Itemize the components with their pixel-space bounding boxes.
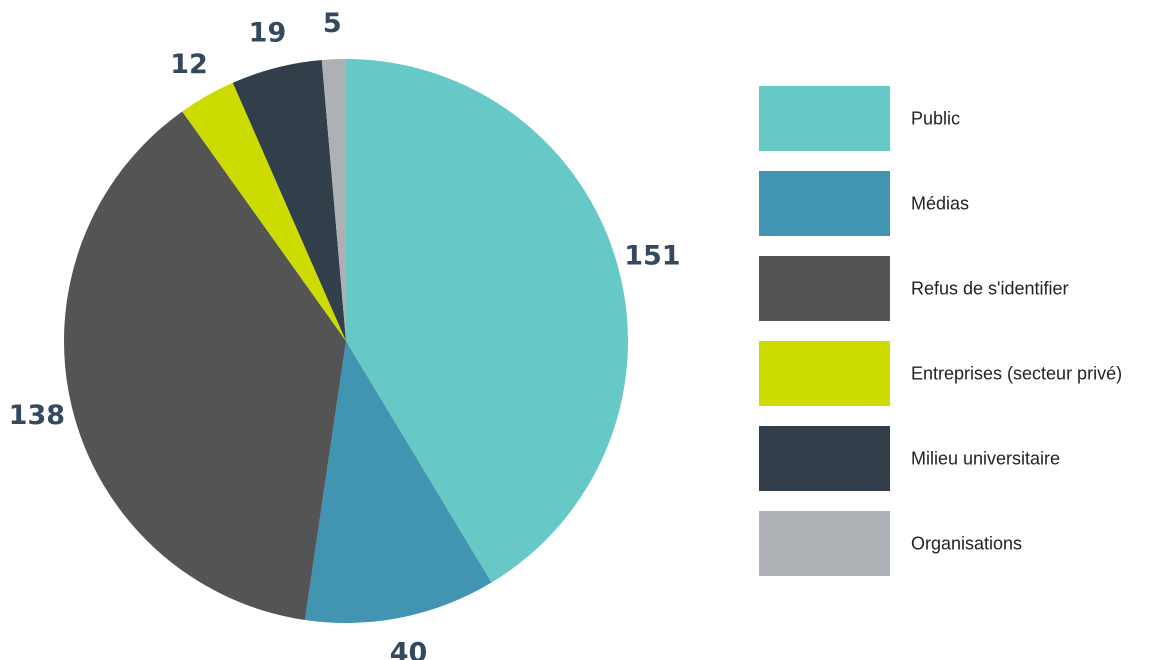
legend-item-entreprises-secteur-prive: Entreprises (secteur privé): [759, 341, 1122, 406]
legend-swatch-medias: [759, 171, 890, 236]
legend-label-organisations: Organisations: [911, 534, 1022, 554]
legend-item-organisations: Organisations: [759, 511, 1022, 576]
value-label-entreprises-secteur-prive: 12: [170, 49, 208, 80]
legend-item-milieu-universitaire: Milieu universitaire: [759, 426, 1060, 491]
legend-label-public: Public: [911, 109, 960, 129]
legend-swatch-milieu-universitaire: [759, 426, 890, 491]
legend-swatch-public: [759, 86, 890, 151]
legend-label-milieu-universitaire: Milieu universitaire: [911, 449, 1060, 469]
legend-label-medias: Médias: [911, 194, 969, 214]
legend-label-entreprises-secteur-prive: Entreprises (secteur privé): [911, 364, 1122, 384]
legend-swatch-entreprises-secteur-prive: [759, 341, 890, 406]
legend-item-public: Public: [759, 86, 960, 151]
pie-slice-public: [346, 59, 628, 583]
legend-item-refus-de-s-identifier: Refus de s'identifier: [759, 256, 1069, 321]
pie-slices: [64, 59, 628, 623]
value-label-refus-de-s-identifier: 138: [9, 400, 65, 431]
value-label-public: 151: [624, 240, 680, 271]
pie-slice-medias: [304, 341, 492, 623]
legend-swatch-organisations: [759, 511, 890, 576]
legend-label-refus-de-s-identifier: Refus de s'identifier: [911, 279, 1069, 299]
value-label-milieu-universitaire: 19: [249, 17, 287, 48]
value-label-organisations: 5: [323, 8, 342, 39]
legend-swatch-refus-de-s-identifier: [759, 256, 890, 321]
pie-slice-organisations: [321, 59, 346, 341]
pie-slice-refus-de-s-identifier: [64, 111, 347, 620]
value-label-medias: 40: [390, 637, 428, 660]
legend-item-medias: Médias: [759, 171, 969, 236]
legend: Public Médias Refus de s'identifier Entrepr…: [759, 86, 1122, 576]
value-labels: 151 40 138 12 19 5: [9, 8, 681, 660]
pie-slice-milieu-universitaire: [232, 60, 346, 341]
pie-slice-entreprises-secteur-prive: [182, 82, 346, 342]
